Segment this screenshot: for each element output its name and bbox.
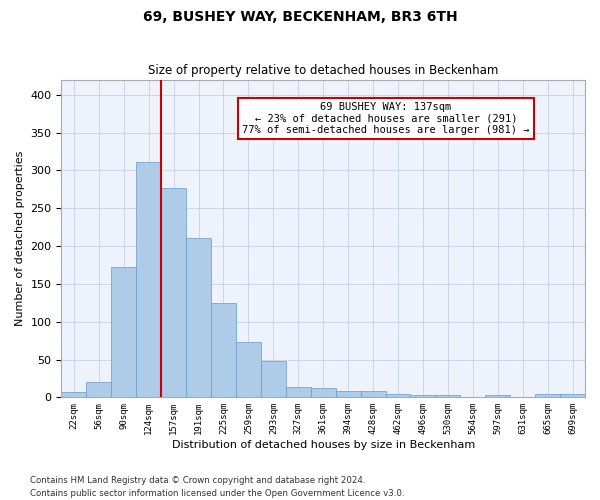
Bar: [111, 267, 136, 398]
Bar: [136, 162, 161, 398]
Title: Size of property relative to detached houses in Beckenham: Size of property relative to detached ho…: [148, 64, 499, 77]
Y-axis label: Number of detached properties: Number of detached properties: [15, 151, 25, 326]
Bar: [311, 388, 335, 398]
Text: 69, BUSHEY WAY, BECKENHAM, BR3 6TH: 69, BUSHEY WAY, BECKENHAM, BR3 6TH: [143, 10, 457, 24]
Bar: [186, 238, 211, 398]
Bar: [361, 392, 386, 398]
Bar: [161, 188, 186, 398]
Bar: [560, 394, 585, 398]
Text: Contains HM Land Registry data © Crown copyright and database right 2024.
Contai: Contains HM Land Registry data © Crown c…: [30, 476, 404, 498]
Bar: [410, 395, 436, 398]
Bar: [261, 361, 286, 398]
Bar: [436, 395, 460, 398]
Bar: [236, 342, 261, 398]
Bar: [86, 382, 111, 398]
Bar: [211, 303, 236, 398]
Bar: [61, 392, 86, 398]
Bar: [335, 392, 361, 398]
Bar: [535, 394, 560, 398]
Text: 69 BUSHEY WAY: 137sqm
← 23% of detached houses are smaller (291)
77% of semi-det: 69 BUSHEY WAY: 137sqm ← 23% of detached …: [242, 102, 530, 135]
X-axis label: Distribution of detached houses by size in Beckenham: Distribution of detached houses by size …: [172, 440, 475, 450]
Bar: [286, 388, 311, 398]
Bar: [485, 395, 510, 398]
Bar: [386, 394, 410, 398]
